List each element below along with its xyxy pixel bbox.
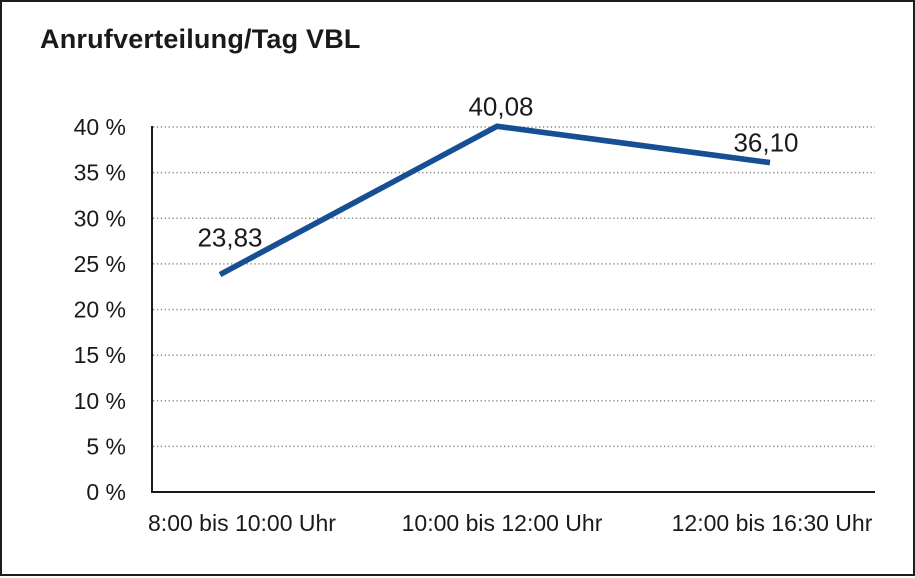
x-axis-category-label: 10:00 bis 12:00 Uhr bbox=[402, 510, 603, 536]
y-axis-tick-label: 40 % bbox=[74, 114, 126, 140]
y-axis-tick-label: 20 % bbox=[74, 297, 126, 323]
data-line bbox=[220, 126, 770, 274]
y-axis-tick-label: 15 % bbox=[74, 342, 126, 368]
y-axis-tick-label: 25 % bbox=[74, 251, 126, 277]
x-axis-category-label: 8:00 bis 10:00 Uhr bbox=[148, 510, 336, 536]
data-point-label: 40,08 bbox=[468, 91, 533, 121]
x-axis-category-label: 12:00 bis 16:30 Uhr bbox=[672, 510, 873, 536]
y-axis-tick-label: 0 % bbox=[86, 479, 126, 505]
y-axis-tick-label: 5 % bbox=[86, 433, 126, 459]
y-axis-tick-label: 30 % bbox=[74, 205, 126, 231]
y-axis-tick-label: 10 % bbox=[74, 388, 126, 414]
data-point-label: 23,83 bbox=[197, 223, 262, 253]
y-axis-tick-label: 35 % bbox=[74, 160, 126, 186]
data-point-label: 36,10 bbox=[733, 128, 798, 158]
